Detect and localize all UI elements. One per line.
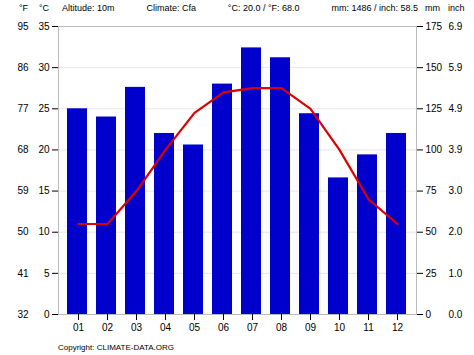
svg-text:20: 20	[38, 144, 50, 155]
svg-text:1.0: 1.0	[449, 268, 463, 279]
svg-text:25: 25	[38, 103, 50, 114]
svg-text:10: 10	[334, 322, 346, 333]
html-text:mm: 1486 / inch: 58.5: mm: 1486 / inch: 58.5	[331, 3, 418, 13]
svg-text:06: 06	[218, 322, 230, 333]
svg-text:175: 175	[426, 21, 443, 32]
svg-text:50: 50	[426, 226, 438, 237]
svg-text:50: 50	[17, 226, 29, 237]
svg-text:75: 75	[426, 185, 438, 196]
svg-text:11: 11	[363, 322, 374, 333]
html-text:°C: °C	[38, 3, 49, 13]
svg-text:0: 0	[426, 309, 432, 320]
svg-text:2.0: 2.0	[449, 226, 463, 237]
svg-text:0.0: 0.0	[449, 309, 463, 320]
svg-text:10: 10	[38, 226, 50, 237]
html-text:Altitude: 10m: Altitude: 10m	[62, 3, 115, 13]
html-text:inch: inch	[448, 3, 465, 13]
svg-text:86: 86	[17, 62, 29, 73]
svg-text:03: 03	[131, 322, 143, 333]
svg-text:05: 05	[189, 322, 201, 333]
svg-text:125: 125	[426, 103, 443, 114]
svg-text:3.0: 3.0	[449, 185, 463, 196]
svg-text:4.9: 4.9	[449, 103, 463, 114]
html-text:Copyright: CLIMATE-DATA.ORG: Copyright: CLIMATE-DATA.ORG	[58, 343, 174, 352]
html-text:°F: °F	[18, 3, 28, 13]
svg-text:35: 35	[38, 21, 50, 32]
svg-text:100: 100	[426, 144, 443, 155]
svg-text:41: 41	[17, 268, 29, 279]
svg-text:04: 04	[160, 322, 172, 333]
svg-text:77: 77	[17, 103, 29, 114]
svg-text:07: 07	[247, 322, 259, 333]
svg-text:01: 01	[73, 322, 85, 333]
svg-text:5: 5	[44, 268, 50, 279]
svg-text:59: 59	[17, 185, 29, 196]
svg-text:08: 08	[276, 322, 288, 333]
svg-text:68: 68	[17, 144, 29, 155]
html-text:Climate: Cfa: Climate: Cfa	[146, 3, 196, 13]
svg-text:32: 32	[17, 309, 29, 320]
svg-text:6.9: 6.9	[449, 21, 463, 32]
svg-text:15: 15	[38, 185, 50, 196]
svg-text:09: 09	[305, 322, 317, 333]
svg-text:95: 95	[17, 21, 29, 32]
svg-text:12: 12	[392, 322, 404, 333]
svg-text:150: 150	[426, 62, 443, 73]
svg-text:3.9: 3.9	[449, 144, 463, 155]
svg-text:02: 02	[102, 322, 114, 333]
svg-text:25: 25	[426, 268, 438, 279]
html-text:mm: mm	[425, 3, 440, 13]
svg-text:30: 30	[38, 62, 50, 73]
html-text:°C: 20.0 / °F: 68.0: °C: 20.0 / °F: 68.0	[227, 3, 300, 13]
svg-text:5.9: 5.9	[449, 62, 463, 73]
svg-text:0: 0	[44, 309, 50, 320]
